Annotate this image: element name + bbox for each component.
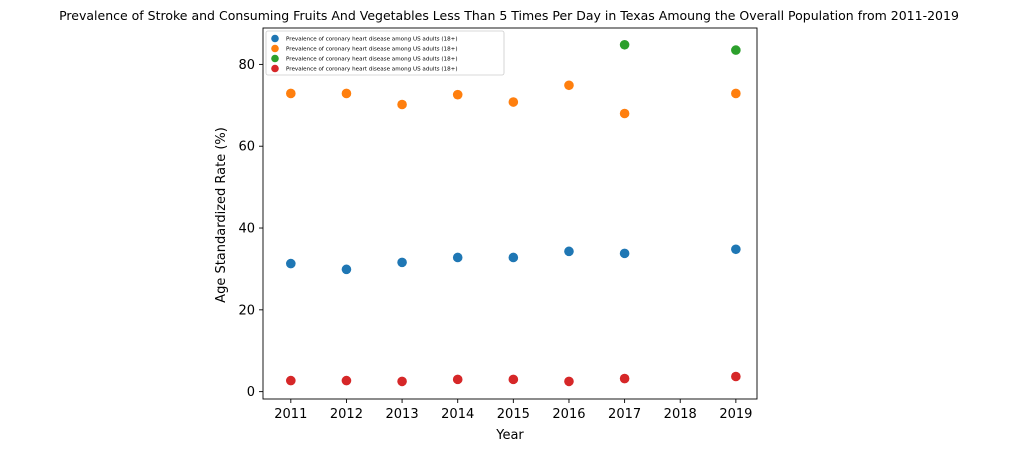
x-axis: 2011 2012 2013 2014 2015 2016 2017 2018 2019 [274,399,752,422]
data-point [286,258,296,269]
data-point [508,252,519,263]
x-tick-label: 2013 [386,407,419,422]
data-point [508,374,519,385]
series-2 [286,80,741,119]
x-tick-label: 2016 [552,407,585,422]
y-axis-label: Age Standardized Rate (%) [214,127,229,303]
x-tick-label: 2017 [608,407,641,422]
legend: Prevalence of coronary heart disease amo… [265,30,505,76]
data-point [452,252,463,263]
chart-title: Prevalence of Stroke and Consuming Fruit… [59,8,959,23]
series-1 [286,244,741,275]
data-point [452,89,463,100]
legend-label: Prevalence of coronary heart disease amo… [286,47,458,53]
data-point [397,99,407,110]
y-tick-label: 20 [238,303,255,318]
data-point [564,376,574,387]
data-point [397,376,407,387]
y-tick-label: 60 [238,140,255,155]
data-point [731,88,741,99]
series-3 [619,39,741,55]
x-tick-label: 2014 [441,407,474,422]
x-axis-label: Year [495,428,524,443]
plot-frame [262,27,758,400]
data-point [564,80,574,91]
legend-box [265,30,505,76]
data-point [564,246,574,257]
data-point [341,264,352,275]
data-point [731,244,741,255]
data-point [508,97,519,107]
data-points [286,39,741,387]
data-point [619,248,630,259]
data-point [452,374,463,385]
data-point [731,371,741,382]
y-tick-label: 40 [238,222,255,237]
legend-marker [271,34,279,43]
data-point [619,108,630,119]
legend-label: Prevalence of coronary heart disease amo… [286,67,458,73]
legend-marker [271,64,279,73]
legend-marker [271,54,279,63]
x-tick-label: 2015 [497,407,530,422]
data-point [619,373,630,384]
data-point [397,257,407,268]
y-axis: 0 20 40 60 80 [238,58,263,400]
x-tick-label: 2012 [330,407,363,422]
x-tick-label: 2018 [664,407,697,422]
data-point [341,375,352,386]
data-point [731,45,741,55]
legend-label: Prevalence of coronary heart disease amo… [286,37,458,43]
y-tick-label: 0 [247,385,255,400]
series-4 [286,371,741,387]
x-tick-label: 2019 [719,407,752,422]
plot-area [262,27,758,400]
data-point [286,88,296,99]
legend-marker [271,44,279,53]
data-point [341,88,352,99]
data-point [286,375,296,386]
y-tick-label: 80 [238,58,255,73]
x-tick-label: 2011 [274,407,307,422]
legend-label: Prevalence of coronary heart disease amo… [286,57,458,63]
data-point [619,39,630,50]
